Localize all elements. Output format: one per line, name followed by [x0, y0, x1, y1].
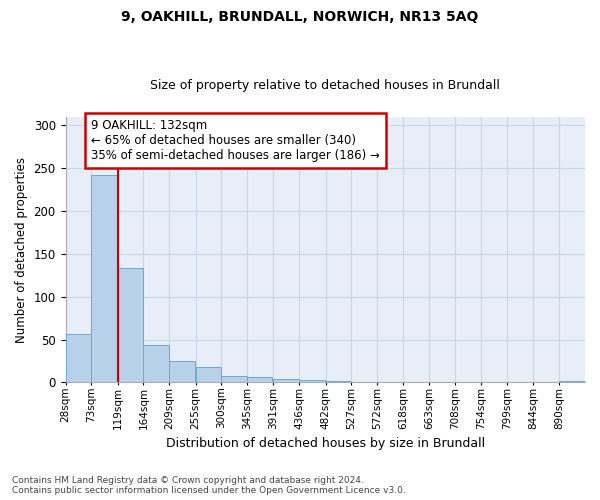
Bar: [143, 344, 169, 383]
Bar: [169, 361, 194, 382]
Bar: [559, 380, 584, 382]
Bar: [196, 367, 221, 382]
Bar: [65, 334, 91, 382]
Bar: [221, 376, 247, 382]
Text: 9 OAKHILL: 132sqm
← 65% of detached houses are smaller (340)
35% of semi-detache: 9 OAKHILL: 132sqm ← 65% of detached hous…: [91, 120, 380, 162]
Bar: [299, 380, 325, 382]
Y-axis label: Number of detached properties: Number of detached properties: [15, 156, 28, 342]
Text: Contains HM Land Registry data © Crown copyright and database right 2024.
Contai: Contains HM Land Registry data © Crown c…: [12, 476, 406, 495]
Bar: [247, 377, 272, 382]
Title: Size of property relative to detached houses in Brundall: Size of property relative to detached ho…: [151, 79, 500, 92]
Bar: [274, 379, 299, 382]
Bar: [118, 268, 143, 382]
Bar: [91, 175, 116, 382]
Bar: [326, 380, 351, 382]
Text: 9, OAKHILL, BRUNDALL, NORWICH, NR13 5AQ: 9, OAKHILL, BRUNDALL, NORWICH, NR13 5AQ: [121, 10, 479, 24]
X-axis label: Distribution of detached houses by size in Brundall: Distribution of detached houses by size …: [166, 437, 485, 450]
